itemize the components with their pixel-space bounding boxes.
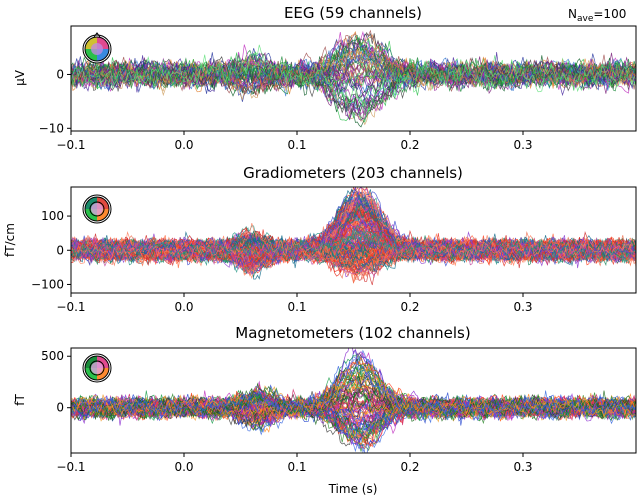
grad-ticks: −0.1 0.0 0.1 0.2 0.3 −100 0 100 [31,209,533,314]
x-tick-label: 0.2 [400,138,419,152]
channel-trace [71,355,636,420]
grad-traces [71,187,636,286]
channel-trace [71,359,636,422]
channel-trace [71,44,636,108]
x-tick-label: 0.0 [174,460,193,474]
channel-trace [71,60,636,113]
y-tick-label: −10 [39,121,64,135]
y-tick-label: 0 [56,67,64,81]
mag-traces [71,348,636,453]
x-tick-label: 0.0 [174,138,193,152]
y-tick-label: 500 [41,349,64,363]
x-tick-label: 0.3 [513,300,532,314]
time-axis-label: Time (s) [328,482,378,496]
channel-trace [71,371,636,426]
eeg-axes-frame [70,25,637,132]
x-tick-label: 0.1 [287,138,306,152]
eeg-ticks: −0.1 0.0 0.1 0.2 0.3 −10 0 [39,67,533,152]
grad-sensor-map-icon [82,194,112,224]
x-tick-label: 0.2 [400,300,419,314]
mag-axes-frame [70,347,637,454]
channel-trace [71,388,636,421]
y-tick-label: 0 [56,401,64,415]
x-tick-label: 0.0 [174,300,193,314]
y-tick-label: 100 [41,209,64,223]
grad-axes-frame [70,186,637,294]
grad-title: Gradiometers (203 channels) [243,164,463,182]
grad-ylabel: fT/cm [3,223,17,257]
mag-sensor-map-icon [82,353,112,383]
grad-panel: Gradiometers (203 channels) fT/cm −0.1 0.… [3,164,637,314]
eeg-traces [71,29,636,128]
x-tick-label: −0.1 [56,138,85,152]
channel-trace [71,238,636,271]
x-tick-label: 0.1 [287,300,306,314]
eeg-ylabel: µV [13,69,27,86]
channel-trace [71,55,636,115]
eeg-sensor-map-icon [82,32,112,64]
mag-panel: Magnetometers (102 channels) fT −0.1 0.0 0… [13,324,637,496]
x-tick-label: −0.1 [56,300,85,314]
mag-ticks: −0.1 0.0 0.1 0.2 0.3 0 500 [41,349,532,474]
channel-trace [71,362,636,420]
x-tick-label: −0.1 [56,460,85,474]
channel-trace [71,363,636,420]
channel-trace [71,187,636,262]
eeg-title: EEG (59 channels) [284,4,422,22]
eeg-panel: EEG (59 channels) µV −0.1 0.0 0.1 0.2 0.3 −10… [13,4,637,152]
x-tick-label: 0.3 [513,460,532,474]
channel-trace [71,224,636,262]
mag-ylabel: fT [13,394,27,406]
x-tick-label: 0.1 [287,460,306,474]
nave-annotation: Nave=100 [568,7,626,24]
y-tick-label: 0 [56,243,64,257]
channel-trace [71,55,636,92]
y-tick-label: −100 [31,277,64,291]
channel-trace [71,389,636,421]
mag-title: Magnetometers (102 channels) [235,324,470,342]
channel-trace [71,58,636,90]
x-tick-label: 0.2 [400,460,419,474]
x-tick-label: 0.3 [513,138,532,152]
